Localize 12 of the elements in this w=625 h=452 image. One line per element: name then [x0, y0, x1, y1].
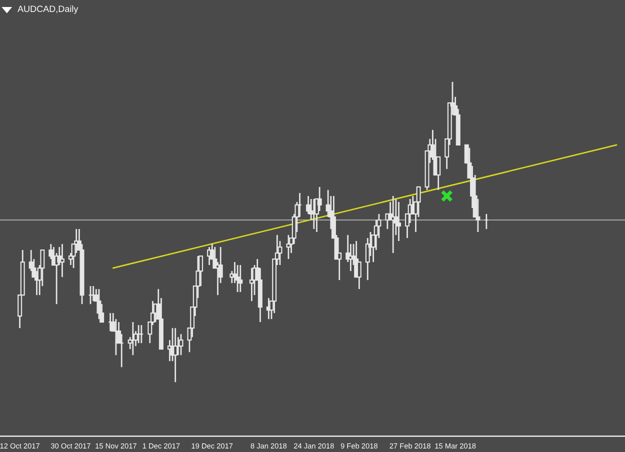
candlestick [317, 186, 322, 212]
candlestick [238, 264, 243, 293]
candlestick [396, 201, 402, 242]
candlestick [235, 264, 240, 293]
chart-title: AUDCAD,Daily [18, 5, 78, 14]
candlestick [476, 198, 480, 233]
candlestick [286, 234, 291, 260]
candlestick [249, 267, 254, 302]
candlestick [436, 156, 441, 191]
candlestick [96, 288, 102, 320]
candlestick [178, 333, 184, 356]
candlestick [356, 261, 362, 290]
